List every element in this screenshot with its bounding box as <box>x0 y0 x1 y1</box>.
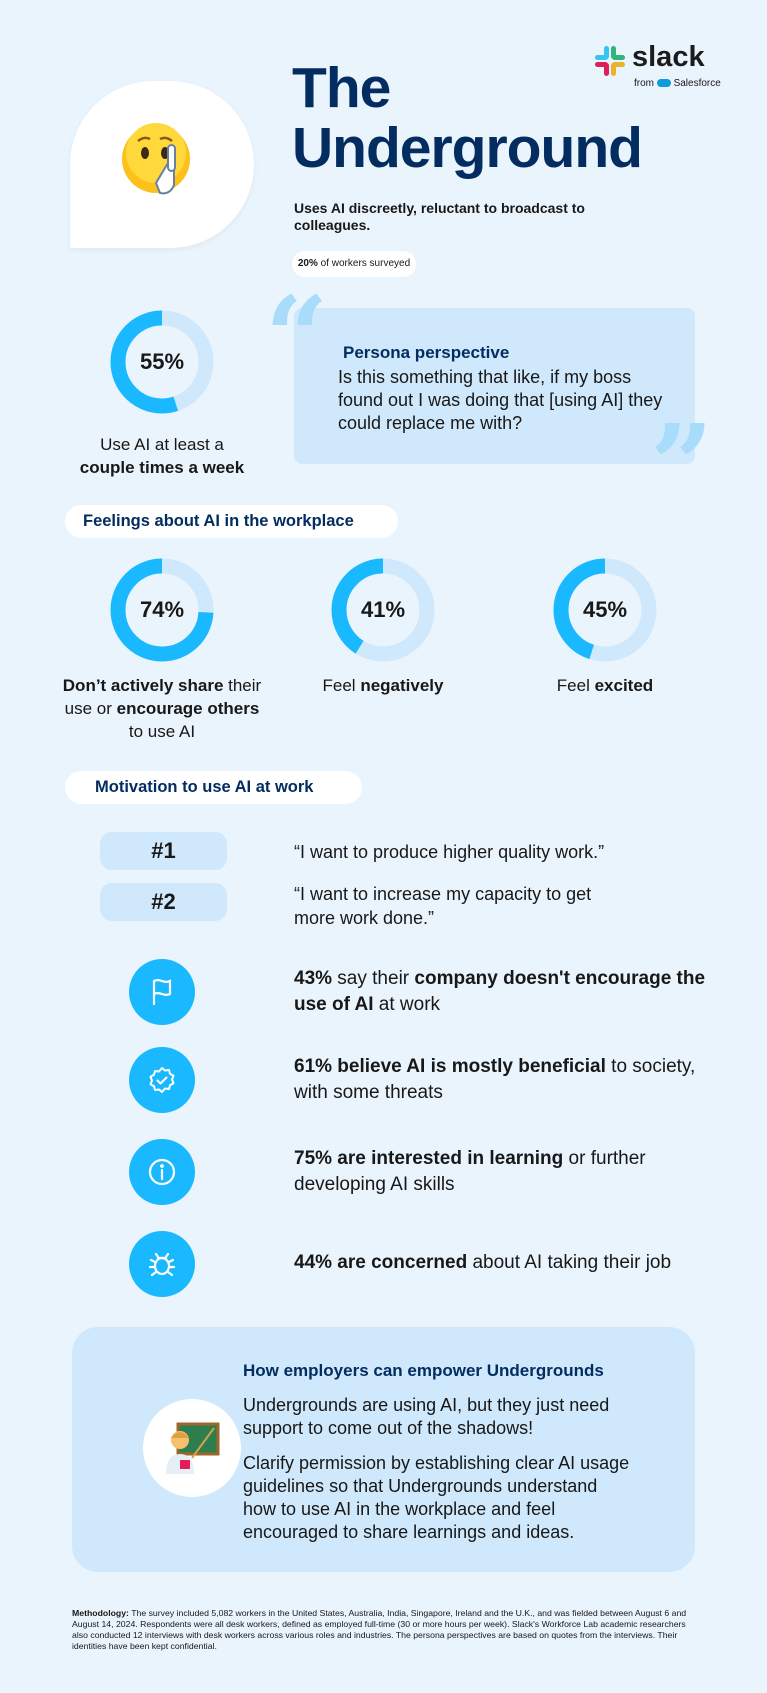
shushing-face-icon <box>122 123 190 195</box>
persona-quote: Is this something that like, if my boss … <box>338 367 663 433</box>
donut-fill <box>553 558 657 662</box>
feeling-caption: Feel excited <box>556 676 654 695</box>
methodology-note: Methodology: The survey included 5,082 w… <box>72 1608 687 1651</box>
usage-donut: 55% <box>103 303 221 421</box>
page-subtitle: Uses AI discreetly, reluctant to broadca… <box>294 200 585 233</box>
feelings-section-heading: Feelings about AI in the workplace <box>65 505 398 538</box>
feeling-donut: 41% <box>324 551 442 669</box>
persona-heading: Persona perspective <box>343 343 510 362</box>
feeling-donut: 45% <box>546 551 664 669</box>
stat-text: 44% are concerned about AI taking their … <box>294 1252 672 1273</box>
rank-text: “I want to increase my capacity to get m… <box>294 884 592 928</box>
stat-text: 61% believe AI is mostly beneficial to s… <box>294 1056 696 1103</box>
donut-label: 74% <box>139 597 185 622</box>
persona-quote-box <box>294 308 695 464</box>
feeling-caption: Don’t actively share their use or encour… <box>62 676 262 741</box>
donut-chart <box>110 310 214 414</box>
donut-chart <box>331 558 435 662</box>
usage-caption: Use AI at least a couple times a week <box>79 435 245 477</box>
rank-text: “I want to produce higher quality work.” <box>294 842 605 862</box>
feeling-donut: 74% <box>103 551 221 669</box>
persona-emoji-bubble <box>70 81 254 248</box>
slack-wordmark: slack <box>632 41 705 73</box>
stat-text: 75% are interested in learning or furthe… <box>294 1148 646 1195</box>
donut-fill <box>331 558 435 662</box>
donut-label: 55% <box>139 349 185 374</box>
slack-mark-icon <box>595 46 625 76</box>
donut-fill <box>110 310 214 414</box>
empower-heading: How employers can empower Undergrounds <box>243 1361 604 1380</box>
motivation-section-heading: Motivation to use AI at work <box>65 771 362 804</box>
empower-paragraph: Undergrounds are using AI, but they just… <box>243 1395 610 1438</box>
rank-badge: #1 <box>100 832 227 870</box>
teacher-icon <box>143 1399 241 1497</box>
donut-chart <box>110 558 214 662</box>
donut-label: 41% <box>360 597 406 622</box>
empower-paragraph: Clarify permission by establishing clear… <box>243 1453 630 1542</box>
brand-byline: from Salesforce <box>634 78 721 89</box>
flag-icon <box>129 959 195 1025</box>
donut-fill <box>110 558 214 662</box>
close-quote-icon: ” <box>650 400 714 529</box>
survey-share-badge: 20% of workers surveyed <box>292 251 416 277</box>
slack-logo: slack from Salesforce <box>594 41 721 91</box>
salesforce-cloud-icon <box>656 79 671 87</box>
info-icon <box>129 1139 195 1205</box>
rank-badge: #2 <box>100 883 227 921</box>
open-quote-icon: “ <box>265 272 329 401</box>
donut-label: 45% <box>582 597 628 622</box>
verified-badge-icon <box>129 1047 195 1113</box>
page-title: The Underground <box>292 56 643 180</box>
bug-icon <box>129 1231 195 1297</box>
donut-chart <box>553 558 657 662</box>
stat-text: 43% say their company doesn't encourage … <box>294 968 706 1015</box>
feeling-caption: Feel negatively <box>322 676 444 695</box>
